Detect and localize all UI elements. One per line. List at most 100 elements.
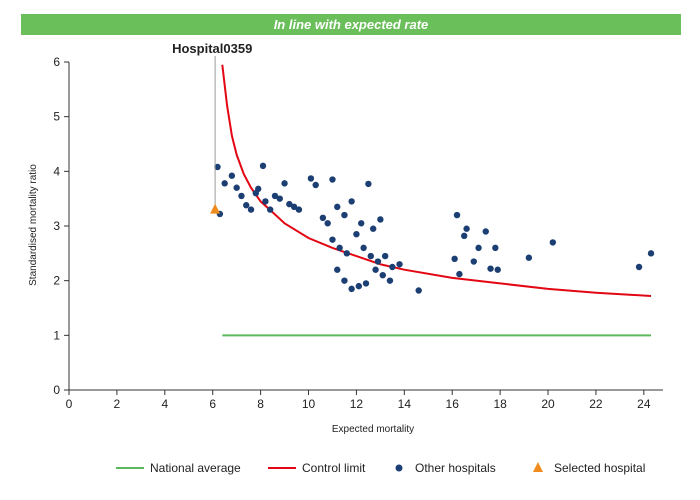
hospital-point (492, 244, 499, 252)
hospital-point (271, 192, 279, 200)
y-axis-ticks: 0 1 2 3 4 5 6 (53, 55, 69, 397)
legend-label: Selected hospital (554, 461, 645, 475)
legend-swatch-triangle (533, 462, 543, 472)
hospital-point (635, 263, 643, 271)
hospital-point (307, 175, 315, 182)
hospital-point (262, 198, 269, 205)
y-tick-label: 0 (53, 383, 60, 397)
x-tick-label: 10 (302, 397, 316, 411)
hospital-point (470, 258, 477, 265)
y-tick-label: 1 (53, 328, 60, 342)
x-axis-label: Expected mortality (332, 424, 414, 435)
x-tick-label: 8 (257, 397, 264, 411)
hospital-point (266, 206, 274, 213)
hospital-point (367, 252, 374, 260)
hospital-point (312, 181, 319, 189)
hospital-point (324, 220, 331, 227)
hospital-point (336, 244, 343, 252)
x-tick-label: 16 (446, 397, 460, 411)
hospital-point (238, 192, 245, 200)
selected-hospital-marker (210, 203, 221, 214)
hospital-point (461, 232, 468, 240)
x-tick-label: 24 (637, 397, 651, 411)
y-tick-label: 6 (53, 55, 60, 69)
selected-hospital-label: Hospital0359 (172, 41, 252, 56)
hospital-point (451, 255, 458, 262)
hospital-point (377, 216, 384, 223)
legend: National average Control limit Other hospi… (116, 461, 645, 475)
selected-hospital-layer: Hospital0359 (172, 41, 252, 214)
hospital-point (214, 163, 221, 171)
x-tick-label: 14 (398, 397, 412, 411)
legend-label: Control limit (302, 461, 366, 475)
hospital-point (360, 244, 367, 252)
hospital-point (453, 211, 461, 219)
hospital-point (355, 282, 363, 290)
y-tick-label: 3 (53, 219, 60, 233)
y-tick-label: 2 (53, 274, 60, 288)
hospital-point (341, 277, 348, 284)
control-limit-layer (221, 64, 652, 297)
hospital-point (319, 214, 327, 221)
hospital-point (369, 225, 377, 232)
y-axis-label: Standardised mortality ratio (28, 164, 39, 286)
x-axis-ticks: 0 2 4 6 8 10 12 14 16 18 20 22 24 (66, 390, 651, 411)
hospital-point (386, 277, 394, 284)
hospital-point (255, 185, 262, 193)
hospital-point (494, 266, 501, 273)
hospital-point (358, 220, 365, 227)
control-limit-line (221, 64, 652, 297)
hospital-point (647, 250, 655, 257)
hospital-point (487, 265, 494, 272)
hospital-point (334, 203, 341, 211)
legend-label: National average (150, 461, 241, 475)
hospital-point (381, 252, 389, 260)
hospital-point (329, 176, 336, 183)
hospital-point (286, 200, 293, 208)
hospital-point (228, 172, 236, 179)
hospital-point (475, 244, 482, 252)
y-tick-label: 5 (53, 110, 60, 124)
hospital-point (482, 228, 489, 235)
hospital-point (372, 266, 379, 273)
hospital-point (379, 272, 386, 279)
hospital-point (290, 203, 298, 211)
hospital-point (353, 231, 360, 238)
hospital-point (329, 236, 336, 243)
hospital-point (343, 250, 351, 257)
x-tick-label: 4 (161, 397, 168, 411)
y-tick-label: 4 (53, 164, 60, 178)
x-tick-label: 0 (66, 397, 73, 411)
x-tick-label: 6 (209, 397, 216, 411)
hospital-point (348, 285, 355, 293)
hospital-point (525, 254, 533, 261)
hospital-point (247, 206, 255, 213)
other-hospitals-layer (214, 162, 655, 294)
hospital-point (415, 287, 422, 294)
hospital-point (281, 180, 288, 187)
hospital-point (233, 184, 240, 191)
hospital-point (362, 280, 370, 287)
hospital-point (456, 270, 463, 278)
hospital-point (243, 202, 250, 209)
hospital-point (348, 198, 355, 205)
hospital-point (396, 261, 403, 268)
x-tick-label: 22 (589, 397, 603, 411)
hospital-point (341, 211, 348, 219)
x-tick-label: 20 (541, 397, 555, 411)
hospital-point (463, 225, 470, 232)
legend-label: Other hospitals (415, 461, 496, 475)
x-tick-label: 2 (114, 397, 121, 411)
hospital-point (549, 239, 557, 246)
hospital-point (334, 266, 341, 273)
x-tick-label: 18 (493, 397, 507, 411)
hospital-point (374, 258, 382, 265)
hospital-point (259, 162, 267, 170)
status-banner: In line with expected rate (21, 14, 681, 35)
legend-swatch-dot (395, 464, 403, 472)
hospital-point (295, 206, 303, 213)
hospital-point (389, 263, 396, 271)
hospital-point (221, 180, 228, 187)
x-tick-label: 12 (350, 397, 364, 411)
